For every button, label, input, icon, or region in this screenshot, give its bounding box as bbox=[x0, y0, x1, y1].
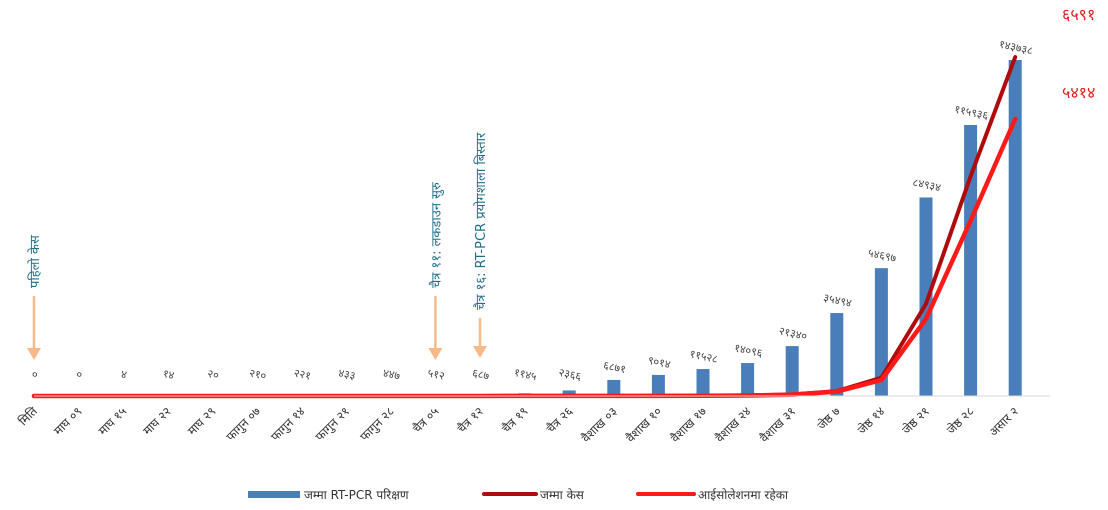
bar-17 bbox=[785, 346, 799, 396]
x-tick-label-8: फागुन २८ bbox=[357, 404, 397, 444]
data-label-4: २० bbox=[206, 367, 220, 382]
line-series-0 bbox=[32, 55, 1018, 398]
x-tick-labels-group: मिति माघ ०९ माघ १५ माघ २२ माघ २९ फागुन ०७ फागु… bbox=[16, 403, 1021, 445]
legend-label-2: आईसोलेशनमा रहेका bbox=[698, 488, 789, 502]
data-label-3: १४ bbox=[162, 367, 176, 382]
x-tick-label-5: फागुन ०७ bbox=[223, 404, 263, 444]
x-tick-label-1: माघ ०९ bbox=[51, 404, 85, 438]
bars-group bbox=[116, 60, 1022, 397]
x-tick-label-19: जेष्ठ १४ bbox=[855, 404, 888, 437]
data-label-22: १४३७३८ bbox=[998, 38, 1035, 58]
data-label-10: ६८७ bbox=[471, 366, 491, 382]
lines-group bbox=[31, 55, 1018, 399]
data-label-1: ० bbox=[75, 368, 84, 382]
data-label-17: २१३४० bbox=[778, 324, 809, 343]
x-tick-label-3: माघ २२ bbox=[140, 404, 174, 438]
legend-label-0: जम्मा RT-PCR परिक्षण bbox=[304, 488, 409, 502]
data-label-2: ४ bbox=[120, 368, 129, 382]
data-label-19: ५४६९७ bbox=[867, 246, 898, 265]
data-label-11: ११४५ bbox=[513, 366, 538, 384]
annotations-group: पहिलो केस चैत्र ११: लकडाउन सुरु चैत्र १६: … bbox=[27, 132, 489, 360]
x-tick-label-7: फागुन २१ bbox=[313, 404, 353, 444]
data-label-14: ९०१४ bbox=[647, 354, 672, 372]
x-tick-label-6: फागुन १४ bbox=[268, 404, 308, 444]
x-tick-label-21: जेष्ठ २८ bbox=[944, 404, 977, 437]
data-label-13: ६८७१ bbox=[602, 359, 627, 376]
x-tick-label-9: चैत्र ०५ bbox=[410, 404, 441, 435]
x-tick-label-18: जेष्ठ ७ bbox=[815, 404, 843, 432]
data-label-0: ० bbox=[31, 368, 40, 382]
x-tick-label-11: चैत्र १९ bbox=[499, 404, 530, 435]
x-tick-label-22: असार २ bbox=[986, 404, 1021, 439]
bar-22 bbox=[1008, 60, 1022, 397]
data-label-20: ८४९३४ bbox=[911, 176, 942, 195]
bar-16 bbox=[741, 363, 755, 396]
data-label-9: ५१२ bbox=[426, 366, 445, 382]
bar-19 bbox=[874, 268, 888, 396]
x-tick-label-17: वैशाख ३१ bbox=[757, 404, 798, 445]
bar-13 bbox=[607, 379, 621, 396]
data-label-16: १४०९६ bbox=[733, 341, 764, 360]
x-tick-label-12: चैत्र २६ bbox=[544, 404, 575, 435]
annotation-arrow-head-0 bbox=[27, 348, 41, 360]
x-tick-label-4: माघ २९ bbox=[185, 404, 219, 438]
annotation-text-2: चैत्र १६: RT-PCR प्रयोगशाला बिस्तार bbox=[473, 132, 489, 310]
bar-14 bbox=[651, 374, 665, 396]
end-labels-group: ६५९१ ५४१४ bbox=[1062, 5, 1095, 102]
data-label-7: ४३३ bbox=[337, 366, 356, 382]
bar-12 bbox=[562, 390, 576, 396]
x-tick-label-16: वैशाख २४ bbox=[713, 404, 754, 445]
annotation-text-0: पहिलो केस bbox=[27, 235, 43, 288]
end-label-1: ५४१४ bbox=[1062, 83, 1095, 102]
x-tick-label-2: माघ १५ bbox=[96, 404, 130, 438]
x-tick-label-0: मिति bbox=[16, 403, 41, 428]
data-label-8: ४४७ bbox=[382, 366, 402, 382]
annotation-arrow-head-2 bbox=[473, 346, 487, 358]
bar-18 bbox=[830, 313, 844, 396]
data-label-21: ११५९३६ bbox=[953, 103, 990, 123]
x-tick-label-20: जेष्ठ २१ bbox=[899, 404, 932, 437]
data-label-5: २१० bbox=[248, 366, 268, 382]
x-tick-label-10: चैत्र १२ bbox=[455, 404, 486, 435]
x-tick-label-13: वैशाख ०३ bbox=[579, 404, 620, 445]
data-label-18: ३५४९४ bbox=[822, 291, 853, 310]
end-label-0: ६५९१ bbox=[1062, 5, 1095, 24]
data-label-6: २२१ bbox=[293, 366, 312, 382]
data-label-12: २३६६ bbox=[557, 366, 582, 384]
annotation-text-1: चैत्र ११: लकडाउन सुरु bbox=[428, 182, 444, 288]
data-label-15: ११५२८ bbox=[688, 347, 719, 366]
bar-15 bbox=[696, 369, 710, 396]
x-tick-label-14: वैशाख १० bbox=[623, 404, 664, 445]
bar-21 bbox=[964, 124, 978, 396]
legend-swatch-0 bbox=[248, 491, 300, 498]
legend: जम्मा RT-PCR परिक्षण जम्मा केस आईसोलेशनमा … bbox=[248, 488, 789, 502]
annotation-arrow-head-1 bbox=[428, 348, 443, 360]
data-labels-group: ० ० ४ १४ २० २१० २२१ ४३३ ४४७ ५१२ ६८७ ११४५ २३६६ ६८७१ ९०१… bbox=[31, 38, 1035, 384]
bar-20 bbox=[919, 197, 933, 396]
legend-label-1: जम्मा केस bbox=[540, 488, 585, 502]
x-tick-label-15: वैशाख १७ bbox=[668, 404, 709, 445]
